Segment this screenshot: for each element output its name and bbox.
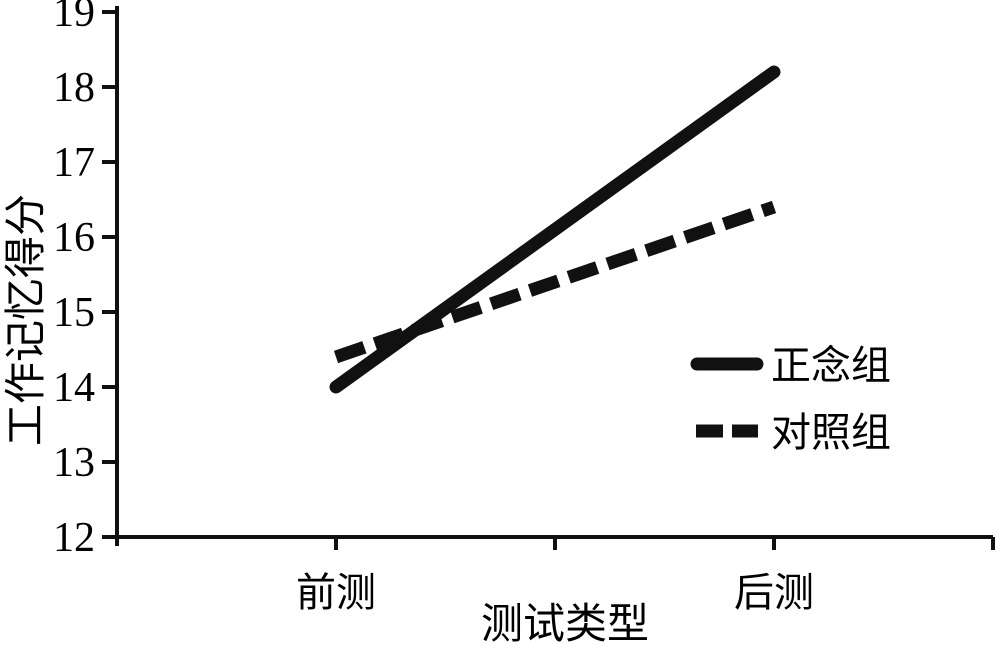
y-tick-label: 15 xyxy=(53,290,95,336)
legend-label-series-0: 正念组 xyxy=(771,343,891,388)
y-tick-label: 18 xyxy=(53,65,95,111)
x-axis-title: 测试类型 xyxy=(481,602,649,645)
legend: 正念组 对照组 xyxy=(690,343,891,455)
y-tick-label: 14 xyxy=(53,365,95,411)
legend-label-series-1: 对照组 xyxy=(771,410,891,455)
x-category-label: 前测 xyxy=(296,570,376,615)
series-line-solid xyxy=(329,65,781,394)
y-tick-label: 13 xyxy=(53,440,95,486)
y-tick-label: 19 xyxy=(53,0,95,36)
x-axis-category-labels: 前测 后测 xyxy=(296,570,814,615)
y-tick-label: 17 xyxy=(53,140,95,186)
y-axis-tick-labels: 12 13 14 15 16 17 18 19 xyxy=(53,0,95,561)
y-tick-label: 12 xyxy=(53,515,95,561)
series-line-dashed xyxy=(333,200,777,364)
x-axis-ticks xyxy=(334,537,995,550)
data-series-lines xyxy=(329,65,781,394)
y-axis-ticks xyxy=(102,10,117,539)
x-category-label: 后测 xyxy=(734,570,814,615)
y-tick-label: 16 xyxy=(53,215,95,261)
y-axis-title: 工作记忆得分 xyxy=(4,194,50,446)
